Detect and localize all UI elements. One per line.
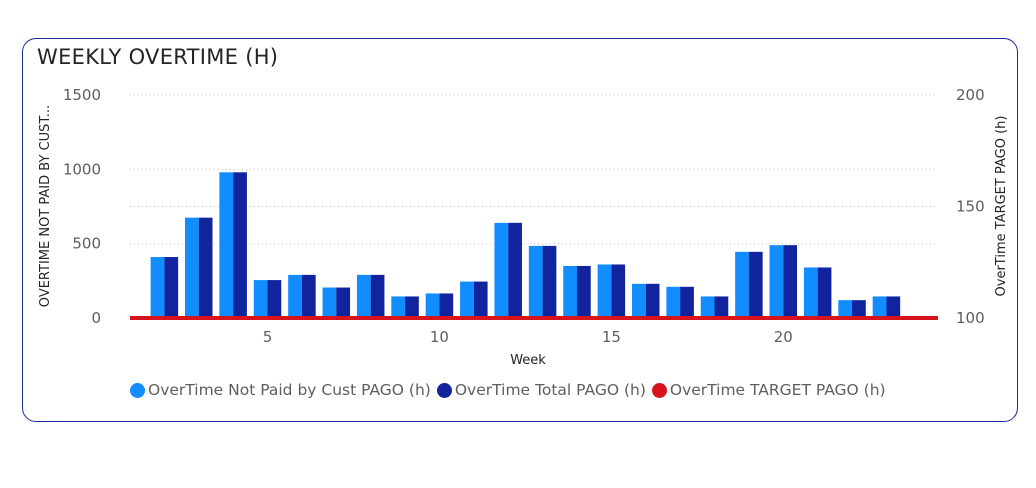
legend-marker-total bbox=[436, 382, 452, 398]
bar-not-paid bbox=[425, 293, 440, 318]
x-axis-label: Week bbox=[510, 353, 546, 368]
bar-total bbox=[336, 287, 351, 318]
bar-total bbox=[611, 264, 626, 318]
bar-total bbox=[680, 286, 694, 318]
bar-not-paid bbox=[288, 274, 302, 318]
bar-total bbox=[164, 257, 179, 318]
bar-total bbox=[852, 300, 866, 318]
bar-not-paid bbox=[631, 283, 646, 318]
bar-total bbox=[886, 296, 901, 318]
y-tick-label: 1500 bbox=[63, 86, 101, 104]
bar-not-paid bbox=[838, 300, 853, 318]
bar-total bbox=[542, 245, 557, 318]
bar-not-paid bbox=[253, 280, 268, 318]
bar-not-paid bbox=[872, 296, 887, 318]
y-tick-label: 1000 bbox=[63, 160, 101, 178]
legend-label-not-paid: OverTime Not Paid by Cust PAGO (h) bbox=[148, 381, 431, 399]
bar-not-paid bbox=[356, 274, 371, 318]
x-tick-label: 10 bbox=[430, 328, 449, 346]
legend-item-total[interactable]: OverTime Total PAGO (h) bbox=[436, 381, 646, 399]
bar-not-paid bbox=[391, 296, 406, 318]
legend-label-target: OverTime TARGET PAGO (h) bbox=[669, 381, 886, 399]
bars bbox=[150, 172, 901, 318]
y2-tick-label: 200 bbox=[956, 86, 985, 104]
legend-item-target[interactable]: OverTime TARGET PAGO (h) bbox=[651, 381, 886, 399]
bar-total bbox=[439, 293, 454, 318]
bar-total bbox=[748, 251, 763, 318]
bar-not-paid bbox=[322, 287, 337, 318]
y-axis-label: OVERTIME NOT PAID BY CUST... bbox=[38, 105, 53, 307]
bar-total bbox=[301, 274, 316, 318]
y2-axis-ticks: 100 150 200 bbox=[956, 86, 985, 327]
x-tick-label: 15 bbox=[602, 328, 621, 346]
x-axis-ticks: 5 10 15 20 bbox=[263, 328, 793, 346]
bar-not-paid bbox=[528, 245, 543, 318]
legend: OverTime Not Paid by Cust PAGO (h) OverT… bbox=[130, 381, 892, 399]
chart-title: WEEKLY OVERTIME (H) bbox=[37, 45, 279, 69]
bar-not-paid bbox=[666, 286, 681, 318]
bar-not-paid bbox=[219, 172, 234, 318]
bar-total bbox=[576, 265, 591, 318]
legend-label-total: OverTime Total PAGO (h) bbox=[454, 381, 646, 399]
bar-not-paid bbox=[597, 264, 612, 318]
bar-not-paid bbox=[460, 281, 474, 318]
bar-total bbox=[714, 296, 729, 318]
bar-not-paid bbox=[150, 257, 165, 318]
bar-total bbox=[783, 245, 798, 318]
bar-total bbox=[233, 172, 247, 318]
bar-total bbox=[473, 281, 488, 318]
y2-tick-label: 100 bbox=[956, 309, 985, 327]
y-tick-label: 0 bbox=[91, 309, 101, 327]
bar-total bbox=[267, 280, 282, 318]
bar-not-paid bbox=[185, 217, 199, 318]
bar-not-paid bbox=[494, 222, 509, 318]
legend-item-not-paid[interactable]: OverTime Not Paid by Cust PAGO (h) bbox=[130, 381, 431, 399]
y-tick-label: 500 bbox=[72, 235, 101, 253]
x-tick-label: 20 bbox=[774, 328, 793, 346]
legend-marker-not-paid bbox=[130, 382, 145, 398]
bar-total bbox=[405, 296, 419, 318]
bar-not-paid bbox=[700, 296, 715, 318]
bar-not-paid bbox=[735, 251, 749, 318]
bar-total bbox=[198, 217, 213, 318]
bar-total bbox=[645, 283, 660, 318]
bar-not-paid bbox=[803, 267, 818, 318]
bar-total bbox=[817, 267, 832, 318]
x-tick-label: 5 bbox=[263, 328, 273, 346]
gridlines bbox=[130, 94, 938, 245]
bar-total bbox=[370, 274, 385, 318]
legend-marker-target bbox=[651, 382, 667, 398]
y2-tick-label: 150 bbox=[956, 198, 985, 216]
bar-total bbox=[508, 222, 522, 318]
y-axis-ticks: 0 500 1000 1500 bbox=[63, 86, 101, 327]
bar-not-paid bbox=[769, 245, 784, 318]
y2-axis-label: OverTime TARGET PAGO (h) bbox=[994, 116, 1009, 297]
bar-not-paid bbox=[563, 265, 577, 318]
